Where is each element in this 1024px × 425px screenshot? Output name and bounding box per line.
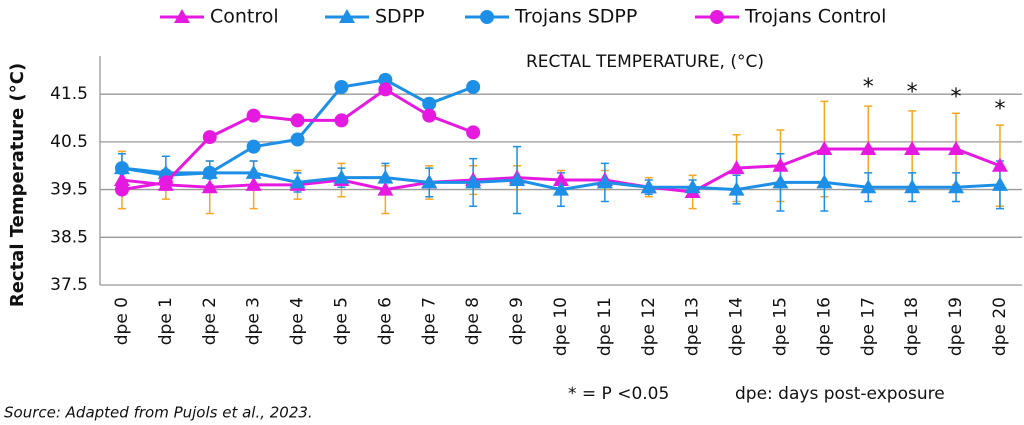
x-tick-label: dpe 1 bbox=[156, 297, 176, 345]
x-tick-label: dpe 6 bbox=[375, 297, 395, 345]
point bbox=[816, 174, 833, 189]
point bbox=[377, 169, 394, 184]
point bbox=[772, 157, 789, 172]
x-tick-label: dpe 5 bbox=[331, 297, 351, 345]
point bbox=[290, 113, 305, 128]
point bbox=[684, 179, 701, 194]
x-tick-label: dpe 19 bbox=[946, 297, 966, 356]
x-tick-label: dpe 13 bbox=[683, 297, 703, 356]
point bbox=[246, 139, 261, 154]
point bbox=[245, 176, 262, 191]
y-tick-label: 39.5 bbox=[50, 180, 88, 200]
point bbox=[904, 179, 921, 194]
point bbox=[201, 179, 218, 194]
point bbox=[552, 172, 569, 187]
point bbox=[202, 165, 217, 180]
legend-label: Control bbox=[210, 6, 279, 28]
point bbox=[480, 10, 494, 24]
point bbox=[246, 108, 261, 123]
point bbox=[377, 181, 394, 196]
chart-title: RECTAL TEMPERATURE, (°C) bbox=[526, 52, 764, 72]
y-tick-label: 41.5 bbox=[50, 84, 88, 104]
x-tick-label: dpe 20 bbox=[990, 297, 1010, 356]
point bbox=[948, 141, 965, 156]
y-tick-label: 38.5 bbox=[50, 227, 88, 247]
x-tick-label: dpe 2 bbox=[200, 297, 220, 345]
point bbox=[991, 157, 1008, 172]
point bbox=[728, 160, 745, 175]
point bbox=[991, 176, 1008, 191]
point bbox=[860, 179, 877, 194]
y-tick-label: 37.5 bbox=[50, 275, 88, 295]
point bbox=[640, 179, 657, 194]
point bbox=[728, 181, 745, 196]
point bbox=[334, 80, 349, 95]
x-tick-label: dpe 10 bbox=[551, 297, 571, 356]
point bbox=[333, 169, 350, 184]
point bbox=[202, 130, 217, 145]
point bbox=[289, 174, 306, 189]
legend-label: SDPP bbox=[375, 6, 425, 28]
point bbox=[509, 172, 526, 187]
point bbox=[378, 82, 393, 97]
point bbox=[552, 181, 569, 196]
point bbox=[466, 125, 481, 140]
annotation: * bbox=[994, 97, 1005, 122]
point bbox=[339, 9, 355, 23]
point bbox=[772, 174, 789, 189]
x-tick-label: dpe 0 bbox=[112, 297, 132, 345]
note: * = P <0.05 bbox=[568, 384, 669, 404]
point bbox=[290, 132, 305, 147]
point bbox=[596, 174, 613, 189]
annotation: * bbox=[863, 75, 874, 100]
y-tick-label: 40.5 bbox=[50, 132, 88, 152]
x-tick-label: dpe 11 bbox=[595, 297, 615, 356]
x-tick-label: dpe 15 bbox=[770, 297, 790, 356]
x-tick-label: dpe 18 bbox=[902, 297, 922, 356]
point bbox=[860, 141, 877, 156]
point bbox=[816, 141, 833, 156]
legend-label: Trojans SDPP bbox=[514, 6, 637, 28]
point bbox=[948, 179, 965, 194]
x-tick-label: dpe 8 bbox=[463, 297, 483, 345]
x-tick-label: dpe 9 bbox=[507, 297, 527, 345]
x-tick-label: dpe 3 bbox=[244, 297, 264, 345]
annotation: * bbox=[907, 80, 918, 105]
point bbox=[158, 175, 173, 190]
x-tick-label: dpe 12 bbox=[639, 297, 659, 356]
point bbox=[245, 164, 262, 179]
point bbox=[113, 172, 130, 187]
point bbox=[465, 174, 482, 189]
point bbox=[174, 9, 190, 23]
point bbox=[422, 108, 437, 123]
note: dpe: days post-exposure bbox=[735, 384, 945, 404]
legend-label: Trojans Control bbox=[744, 6, 886, 28]
annotation: * bbox=[951, 85, 962, 110]
point bbox=[114, 182, 129, 197]
point bbox=[466, 80, 481, 95]
point bbox=[904, 141, 921, 156]
point bbox=[334, 113, 349, 128]
y-axis-label: Rectal Temperature (°C) bbox=[7, 63, 28, 307]
point bbox=[422, 96, 437, 111]
point bbox=[421, 174, 438, 189]
point bbox=[710, 10, 724, 24]
source: Source: Adapted from Pujols et al., 2023… bbox=[4, 404, 313, 422]
x-tick-label: dpe 4 bbox=[288, 297, 308, 345]
x-tick-label: dpe 16 bbox=[814, 297, 834, 356]
x-tick-label: dpe 7 bbox=[419, 297, 439, 345]
point bbox=[114, 161, 129, 176]
x-tick-label: dpe 17 bbox=[858, 297, 878, 356]
x-tick-label: dpe 14 bbox=[727, 297, 747, 356]
